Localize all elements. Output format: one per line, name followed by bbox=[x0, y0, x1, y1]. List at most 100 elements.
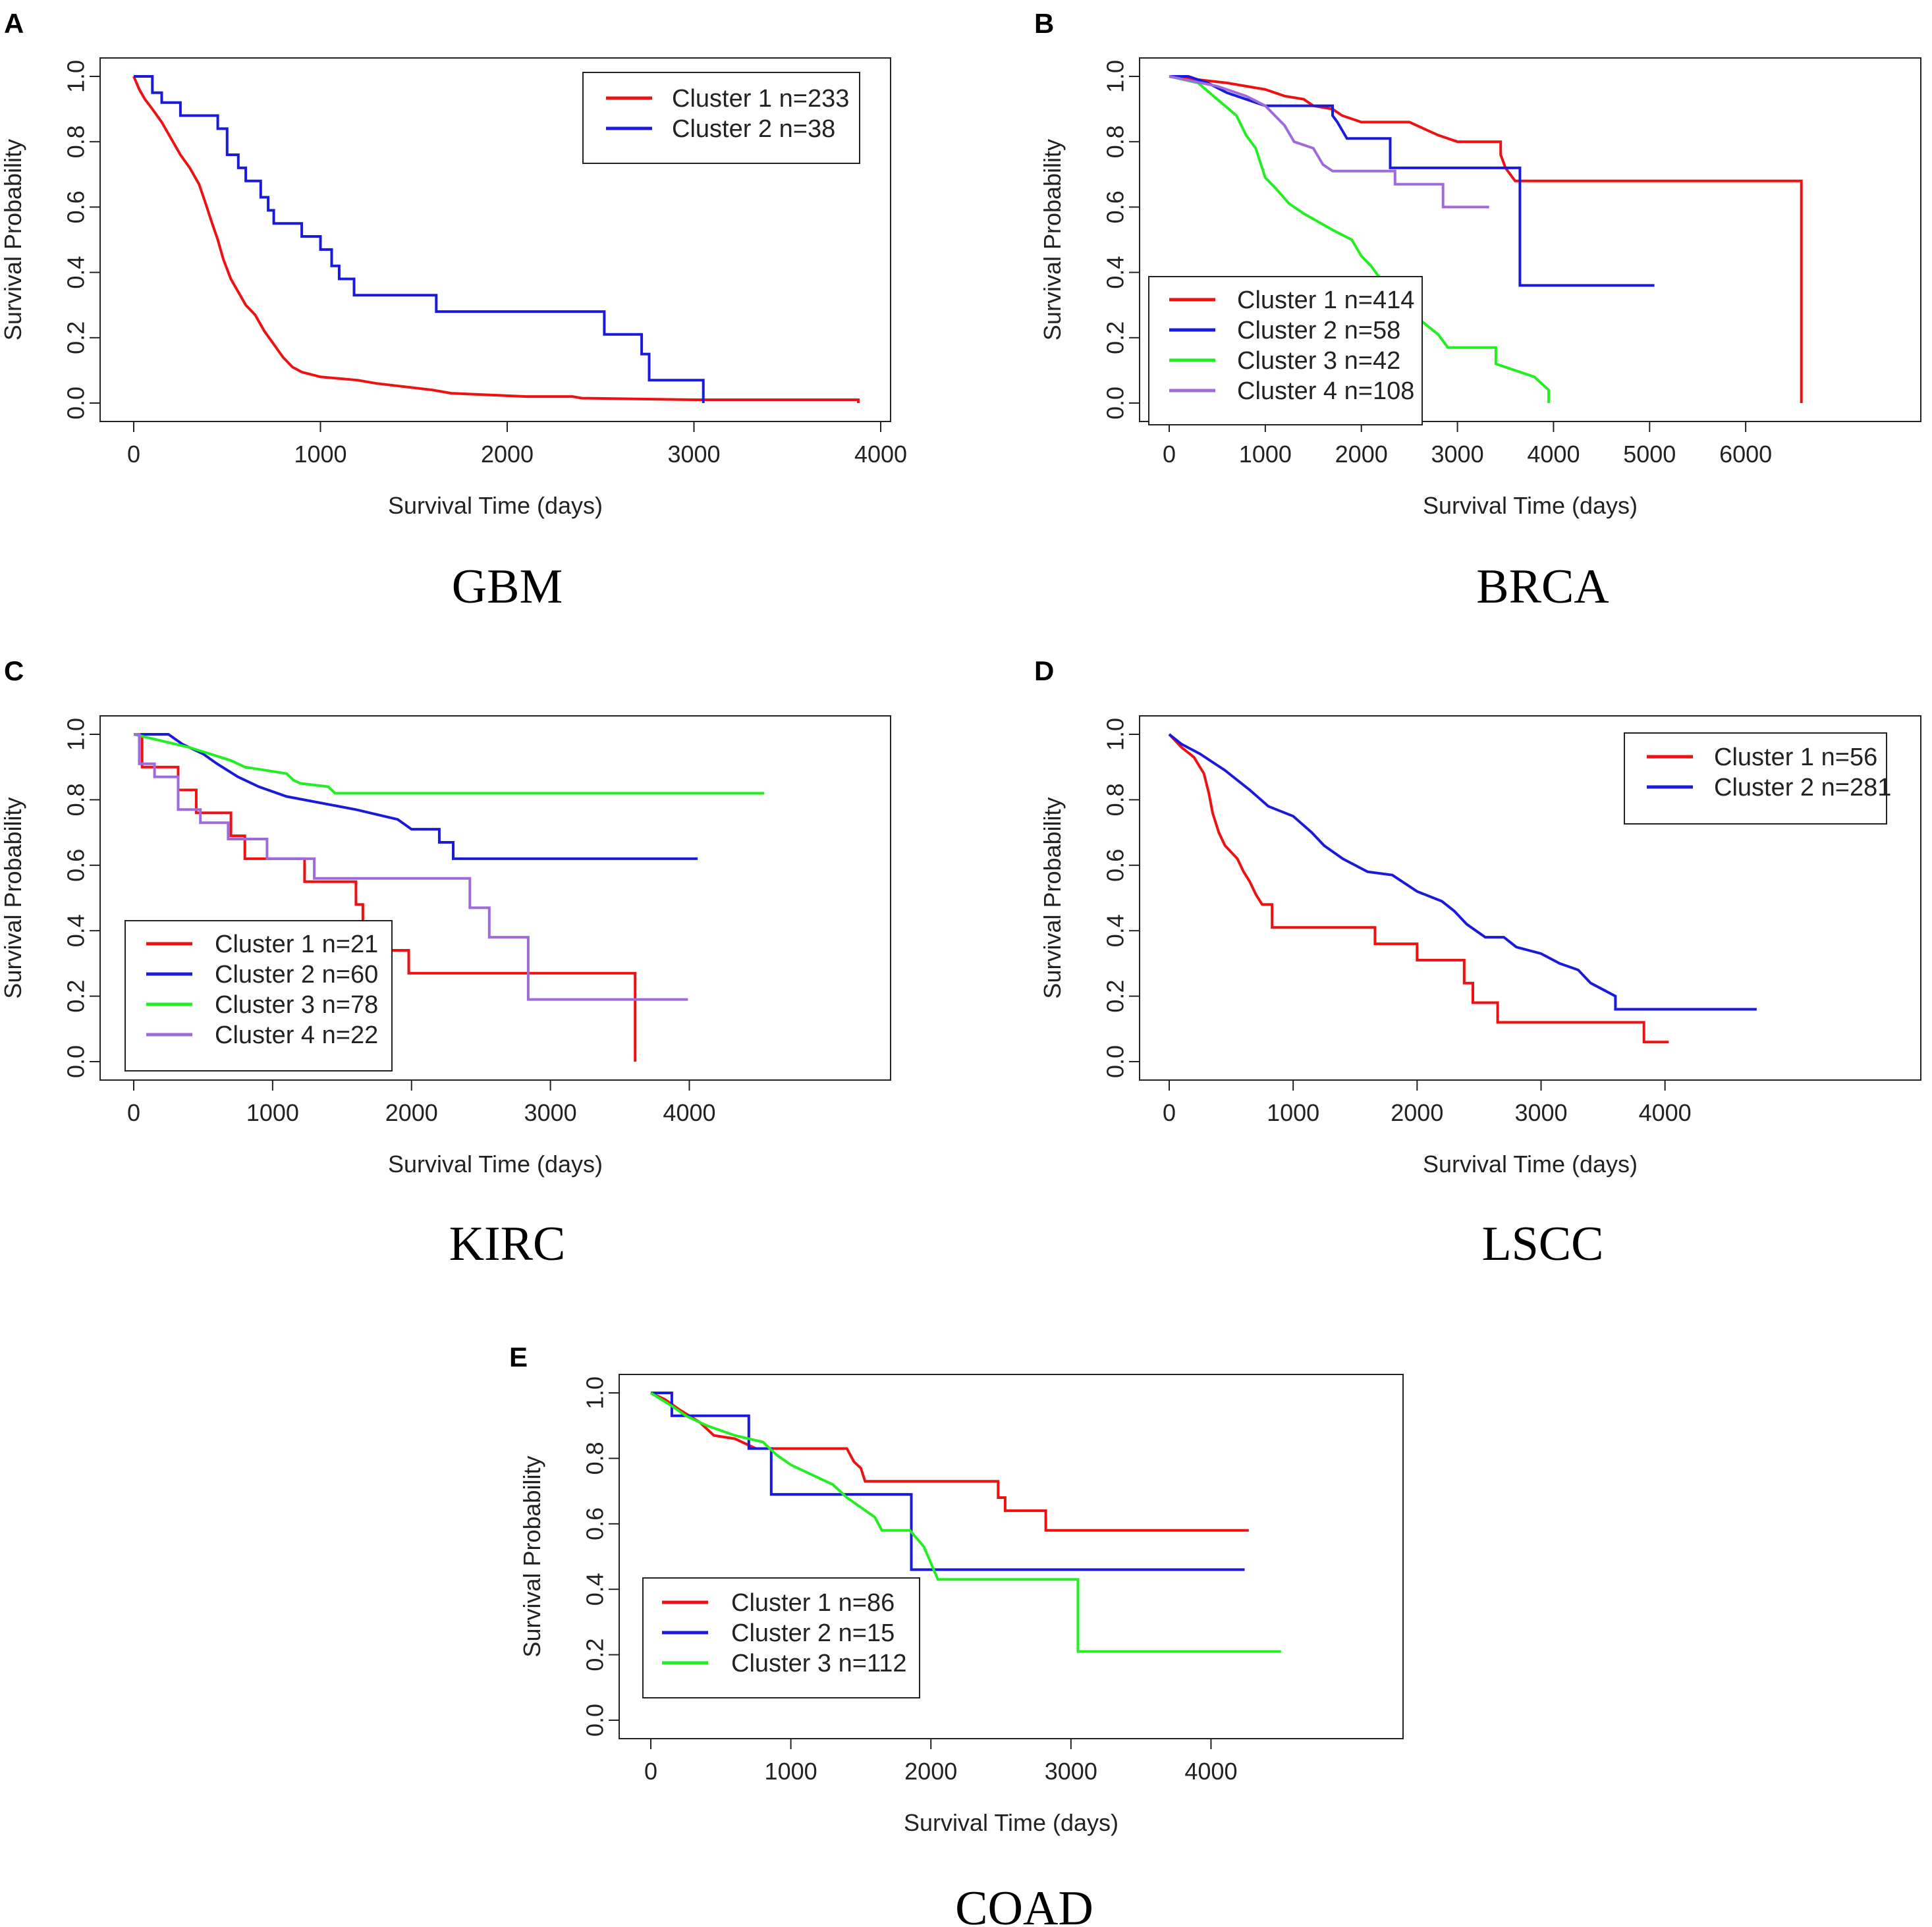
y-tick-label: 0.2 bbox=[582, 1639, 609, 1671]
y-tick-label: 0.4 bbox=[63, 256, 90, 289]
x-axis-title: Survival Time (days) bbox=[904, 1809, 1118, 1836]
y-tick-label: 0.8 bbox=[63, 125, 90, 158]
x-tick-label: 3000 bbox=[1431, 441, 1484, 468]
x-tick-label: 2000 bbox=[481, 441, 534, 468]
series-line-cluster-3 bbox=[133, 733, 765, 795]
x-tick-label: 2000 bbox=[1391, 1099, 1443, 1126]
legend-label-cluster-2: Cluster 2 n=281 bbox=[1714, 774, 1891, 801]
panel-letter: A bbox=[4, 8, 24, 39]
y-axis-title: Survival Probability bbox=[1039, 797, 1066, 998]
y-axis-title: Survival Probability bbox=[0, 797, 26, 998]
series-line-cluster-1 bbox=[132, 76, 860, 403]
y-axis: 0.0 0.2 0.4 0.6 0.8 1.0 Survival Probability bbox=[1039, 60, 1140, 420]
y-tick-label: 0.6 bbox=[63, 849, 90, 882]
x-tick-label: 4000 bbox=[663, 1099, 715, 1126]
y-tick-label: 0.8 bbox=[1102, 783, 1129, 816]
legend-label-cluster-3: Cluster 3 n=78 bbox=[215, 991, 378, 1019]
y-tick-label: 1.0 bbox=[63, 718, 90, 751]
x-tick-label: 1000 bbox=[765, 1758, 817, 1785]
y-axis: 0.0 0.2 0.4 0.6 0.8 1.0 Survival Probability bbox=[518, 1376, 620, 1737]
y-tick-label: 0.2 bbox=[1102, 980, 1129, 1013]
x-tick-label: 0 bbox=[1163, 1099, 1176, 1126]
x-tick-label: 1000 bbox=[1239, 441, 1292, 468]
series-line-cluster-1 bbox=[134, 733, 637, 1062]
y-tick-label: 1.0 bbox=[1102, 718, 1129, 751]
legend: Cluster 1 n=56 Cluster 2 n=281 bbox=[1624, 732, 1891, 825]
y-tick-label: 0.8 bbox=[63, 783, 90, 816]
x-axis: 0 1000 2000 3000 4000 5000 6000 Survival Time (… bbox=[1163, 421, 1772, 519]
y-tick-label: 0.2 bbox=[63, 321, 90, 354]
y-tick-label: 0.4 bbox=[1102, 914, 1129, 947]
y-axis: 0.0 0.2 0.4 0.6 0.8 1.0 Survival Probability bbox=[0, 718, 101, 1078]
y-tick-label: 0.2 bbox=[63, 980, 90, 1013]
series-line-cluster-1 bbox=[1168, 733, 1669, 1044]
legend-box bbox=[642, 1577, 920, 1698]
legend-label-cluster-4: Cluster 4 n=22 bbox=[215, 1021, 378, 1049]
y-tick-label: 0.4 bbox=[582, 1573, 609, 1606]
y-tick-label: 0.6 bbox=[1102, 190, 1129, 223]
panel-letter: D bbox=[1034, 655, 1054, 686]
legend-label-cluster-2: Cluster 2 n=38 bbox=[672, 115, 835, 143]
y-tick-label: 0.6 bbox=[582, 1507, 609, 1540]
y-tick-label: 0.8 bbox=[582, 1442, 609, 1475]
series-line-cluster-1 bbox=[1169, 75, 1803, 403]
x-axis-title: Survival Time (days) bbox=[388, 1151, 603, 1178]
series-line-cluster-2 bbox=[1168, 733, 1757, 1011]
legend-label-cluster-3: Cluster 3 n=112 bbox=[731, 1650, 907, 1677]
x-tick-label: 4000 bbox=[1184, 1758, 1237, 1785]
x-tick-label: 4000 bbox=[854, 441, 907, 468]
legend: Cluster 1 n=414 Cluster 2 n=58 Cluster 3 n… bbox=[1148, 276, 1423, 425]
panel-letter: B bbox=[1034, 8, 1054, 39]
y-axis: 0.0 0.2 0.4 0.6 0.8 1.0 Survival Probability bbox=[1039, 718, 1140, 1078]
x-axis-title: Survival Time (days) bbox=[1423, 1151, 1638, 1178]
y-tick-label: 0.6 bbox=[1102, 849, 1129, 882]
panel-letter: E bbox=[509, 1342, 528, 1372]
legend-label-cluster-1: Cluster 1 n=56 bbox=[1714, 744, 1877, 771]
legend-label-cluster-1: Cluster 1 n=21 bbox=[215, 931, 378, 958]
legend-box bbox=[582, 72, 860, 164]
x-tick-label: 3000 bbox=[1514, 1099, 1567, 1126]
x-tick-label: 2000 bbox=[904, 1758, 957, 1785]
legend-label-cluster-2: Cluster 2 n=58 bbox=[1237, 317, 1400, 344]
legend-box bbox=[124, 920, 393, 1072]
x-tick-label: 0 bbox=[127, 1099, 140, 1126]
y-axis-title: Survival Probability bbox=[518, 1455, 545, 1657]
y-tick-label: 0.8 bbox=[1102, 125, 1129, 158]
x-tick-label: 2000 bbox=[1335, 441, 1388, 468]
legend-label-cluster-1: Cluster 1 n=414 bbox=[1237, 286, 1414, 314]
y-tick-label: 1.0 bbox=[582, 1376, 609, 1409]
series-line-cluster-1 bbox=[650, 1392, 1249, 1532]
panel-caption: COAD bbox=[955, 1882, 1093, 1927]
y-tick-label: 0.4 bbox=[63, 914, 90, 947]
legend-box bbox=[1624, 732, 1887, 825]
x-tick-label: 4000 bbox=[1527, 441, 1580, 468]
x-tick-label: 3000 bbox=[667, 441, 720, 468]
y-tick-label: 1.0 bbox=[63, 60, 90, 93]
y-tick-label: 0.0 bbox=[63, 1045, 90, 1078]
legend-label-cluster-2: Cluster 2 n=60 bbox=[215, 961, 378, 989]
x-tick-label: 4000 bbox=[1639, 1099, 1692, 1126]
legend-label-cluster-1: Cluster 1 n=233 bbox=[672, 85, 849, 113]
x-tick-label: 0 bbox=[127, 441, 140, 468]
series-line-cluster-2 bbox=[134, 75, 705, 403]
y-axis: 0.0 0.2 0.4 0.6 0.8 1.0 Survival Probability bbox=[0, 60, 101, 420]
y-axis-title: Survival Probability bbox=[0, 139, 26, 340]
legend-label-cluster-4: Cluster 4 n=108 bbox=[1237, 377, 1414, 405]
series-line-cluster-3 bbox=[649, 1392, 1281, 1653]
x-tick-label: 2000 bbox=[385, 1099, 438, 1126]
panel-caption: BRCA bbox=[1476, 560, 1609, 614]
series-line-cluster-4 bbox=[134, 733, 688, 1001]
legend-label-cluster-1: Cluster 1 n=86 bbox=[731, 1589, 895, 1617]
y-axis-title: Survival Probability bbox=[1039, 139, 1066, 340]
